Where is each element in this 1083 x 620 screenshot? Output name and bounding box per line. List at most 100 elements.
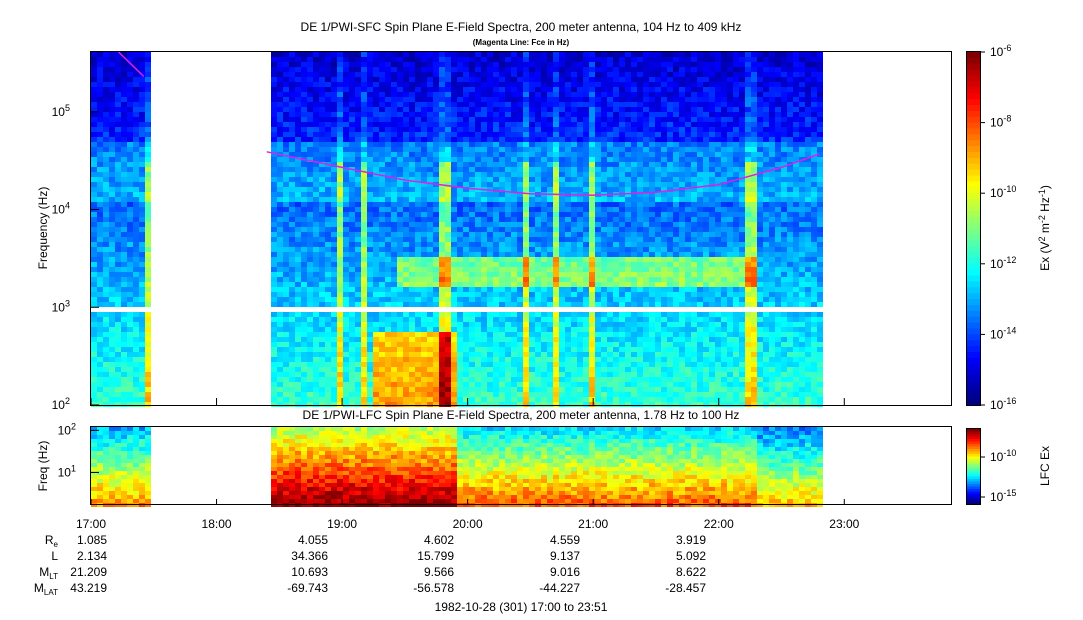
spectrogram-cell	[559, 62, 565, 67]
spectrogram-cell	[277, 72, 283, 77]
spectrogram-cell	[343, 162, 349, 167]
spectrogram-cell	[499, 337, 505, 342]
spectrogram-cell	[571, 62, 577, 67]
spectrogram-cell	[547, 207, 553, 212]
spectrogram-cell	[535, 402, 541, 407]
spectrogram-cell	[445, 137, 451, 142]
spectrogram-cell	[109, 162, 115, 167]
spectrogram-cell	[571, 132, 577, 137]
spectrogram-cell	[535, 152, 541, 157]
spectrogram-cell	[301, 182, 307, 187]
spectrogram-cell	[91, 62, 97, 67]
spectrogram-cell	[409, 357, 415, 362]
spectrogram-cell	[433, 322, 439, 327]
spectrogram-cell	[487, 162, 493, 167]
spectrogram-cell	[355, 122, 361, 127]
spectrogram-cell	[619, 342, 625, 347]
spectrogram-cell	[295, 137, 301, 142]
spectrogram-cell	[523, 312, 529, 317]
spectrogram-cell	[109, 382, 115, 387]
spectrogram-cell	[451, 252, 457, 257]
spectrogram-cell	[535, 277, 541, 282]
spectrogram-cell	[91, 272, 97, 277]
spectrogram-cell	[457, 57, 463, 62]
spectrogram-cell	[613, 327, 619, 332]
spectrogram-cell	[619, 52, 625, 57]
spectrogram-cell	[391, 162, 397, 167]
spectrogram-cell	[475, 327, 481, 332]
spectrogram-cell	[607, 97, 613, 102]
spectrogram-cell	[355, 157, 361, 162]
spectrogram-cell	[589, 357, 595, 362]
spectrogram-cell	[403, 212, 409, 217]
spectrogram-cell	[421, 147, 427, 152]
spectrogram-cell	[139, 107, 145, 112]
spectrogram-cell	[283, 137, 289, 142]
spectrogram-cell	[391, 87, 397, 92]
spectrogram-cell	[577, 367, 583, 372]
spectrogram-cell	[571, 102, 577, 107]
spectrogram-cell	[421, 52, 427, 57]
spectrogram-cell	[571, 167, 577, 172]
spectrogram-cell	[493, 372, 499, 377]
spectrogram-cell	[463, 137, 469, 142]
spectrogram-cell	[349, 172, 355, 177]
spectrogram-cell	[559, 77, 565, 82]
spectrogram-cell	[439, 327, 445, 332]
spectrogram-cell	[595, 362, 601, 367]
spectrogram-cell	[409, 97, 415, 102]
spectrogram-cell	[475, 127, 481, 132]
spectrogram-cell	[451, 317, 457, 322]
spectrogram-cell	[511, 102, 517, 107]
spectrogram-cell	[385, 287, 391, 292]
spectrogram-cell	[409, 252, 415, 257]
spectrogram-cell	[493, 77, 499, 82]
spectrogram-cell	[373, 372, 379, 377]
spectrogram-cell	[463, 157, 469, 162]
spectrogram-cell	[349, 367, 355, 372]
spectrogram-cell	[547, 217, 553, 222]
spectrogram-cell	[607, 232, 613, 237]
spectrogram-cell	[589, 372, 595, 377]
spectrogram-cell	[133, 62, 139, 67]
spectrogram-cell	[619, 367, 625, 372]
spectrogram-cell	[463, 262, 469, 267]
spectrogram-cell	[613, 67, 619, 72]
spectrogram-cell	[277, 147, 283, 152]
spectrogram-cell	[463, 107, 469, 112]
spectrogram-cell	[571, 137, 577, 142]
spectrogram-cell	[469, 262, 475, 267]
spectrogram-cell	[445, 357, 451, 362]
spectrogram-cell	[517, 67, 523, 72]
spectrogram-cell	[505, 152, 511, 157]
spectrogram-cell	[331, 397, 337, 402]
spectrogram-cell	[367, 332, 373, 337]
spectrogram-cell	[373, 82, 379, 87]
spectrogram-cell	[583, 102, 589, 107]
spectrogram-cell	[325, 212, 331, 217]
spectrogram-cell	[109, 242, 115, 247]
spectrogram-cell	[469, 247, 475, 252]
spectrogram-cell	[409, 62, 415, 67]
spectrogram-cell	[433, 142, 439, 147]
spectrogram-cell	[469, 132, 475, 137]
spectrogram-cell	[301, 367, 307, 372]
spectrogram-cell	[409, 332, 415, 337]
spectrogram-cell	[559, 387, 565, 392]
spectrogram-cell	[535, 252, 541, 257]
spectrogram-cell	[445, 282, 451, 287]
spectrogram-cell	[403, 317, 409, 322]
spectrogram-cell	[499, 142, 505, 147]
spectrogram-cell	[127, 77, 133, 82]
spectrogram-cell	[427, 152, 433, 157]
spectrogram-cell	[529, 367, 535, 372]
spectrogram-cell	[625, 267, 631, 272]
spectrogram-cell	[619, 67, 625, 72]
spectrogram-cell	[595, 327, 601, 332]
spectrogram-cell	[529, 207, 535, 212]
spectrogram-cell	[397, 82, 403, 87]
spectrogram-cell	[451, 147, 457, 152]
spectrogram-cell	[565, 242, 571, 247]
spectrogram-cell	[301, 137, 307, 142]
spectrogram-cell	[277, 142, 283, 147]
